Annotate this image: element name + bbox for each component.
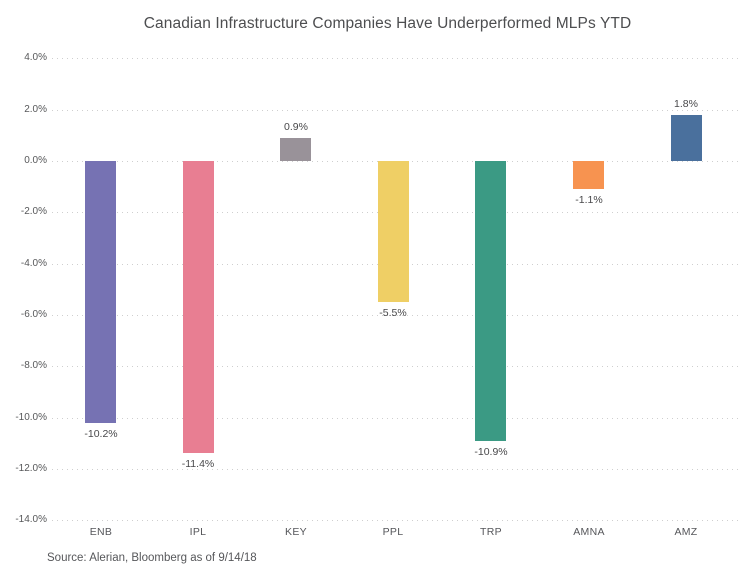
bar-trp — [475, 161, 506, 441]
y-tick-label: -12.0% — [15, 463, 47, 474]
bar-value-label-ppl: -5.5% — [379, 307, 407, 319]
x-axis-label-trp: TRP — [480, 526, 502, 538]
y-tick-label: 4.0% — [24, 52, 47, 63]
bar-enb — [85, 161, 116, 423]
x-axis-label-ppl: PPL — [382, 526, 404, 538]
source-note: Source: Alerian, Bloomberg as of 9/14/18 — [47, 552, 257, 564]
x-axis-label-ipl: IPL — [189, 526, 207, 538]
y-gridline — [52, 366, 740, 367]
bar-value-label-amz: 1.8% — [674, 98, 698, 110]
y-tick-label: -14.0% — [15, 514, 47, 525]
x-axis-label-key: KEY — [285, 526, 307, 538]
bar-amna — [573, 161, 604, 189]
bar-value-label-amna: -1.1% — [575, 194, 603, 206]
bar-value-label-ipl: -11.4% — [181, 458, 215, 470]
y-tick-label: -2.0% — [20, 206, 47, 217]
y-gridline — [52, 520, 740, 521]
y-tick-label: -6.0% — [20, 309, 47, 320]
bar-ipl — [183, 161, 214, 453]
y-gridline — [52, 58, 740, 59]
y-tick-label: -8.0% — [20, 360, 47, 371]
y-tick-label: 0.0% — [24, 155, 47, 166]
x-axis-label-amna: AMNA — [573, 526, 605, 538]
y-gridline — [52, 418, 740, 419]
y-tick-label: -4.0% — [20, 258, 47, 269]
y-gridline — [52, 469, 740, 470]
y-gridline — [52, 315, 740, 316]
bar-value-label-enb: -10.2% — [84, 428, 118, 440]
bar-value-label-key: 0.9% — [284, 121, 308, 133]
bar-amz — [671, 115, 702, 161]
chart-title: Canadian Infrastructure Companies Have U… — [143, 15, 632, 32]
bar-key — [280, 138, 311, 161]
x-axis-label-enb: ENB — [89, 526, 113, 538]
y-tick-label: -10.0% — [15, 412, 47, 423]
bar-value-label-trp: -10.9% — [474, 446, 508, 458]
y-gridline — [52, 110, 740, 111]
x-axis-label-amz: AMZ — [674, 526, 698, 538]
y-tick-label: 2.0% — [24, 104, 47, 115]
bar-ppl — [378, 161, 409, 302]
